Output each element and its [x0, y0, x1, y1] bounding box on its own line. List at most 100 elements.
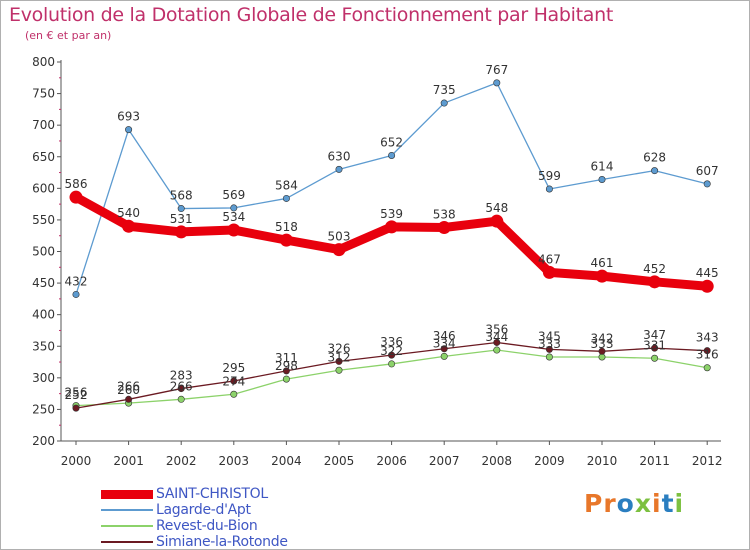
x-tick-label: 2008 [482, 454, 513, 468]
data-label-lagarde-d-apt: 630 [328, 149, 351, 163]
y-tick-label: 500 [32, 245, 55, 259]
data-point-saint-christol [490, 214, 504, 228]
data-point-saint-christol [437, 220, 451, 234]
data-point-lagarde-d-apt [388, 151, 396, 159]
data-label-simiane-la-rotonde: 347 [643, 328, 666, 342]
y-tick-label: 300 [32, 371, 55, 385]
data-label-lagarde-d-apt: 735 [433, 83, 456, 97]
logo-letter: i [652, 489, 662, 518]
data-label-saint-christol: 503 [328, 230, 351, 244]
chart-title: Evolution de la Dotation Globale de Fonc… [9, 4, 614, 26]
logo-letter: x [634, 489, 652, 518]
x-tick-label: 2005 [324, 454, 355, 468]
y-tick-label: 250 [32, 402, 55, 416]
x-tick-label: 2011 [639, 454, 670, 468]
x-tick-label: 2007 [429, 454, 460, 468]
legend-label-saint-christol: SAINT-CHRISTOL [156, 486, 268, 502]
data-point-saint-christol [700, 279, 714, 293]
data-point-simiane-la-rotonde [335, 357, 343, 365]
data-point-saint-christol [595, 269, 609, 283]
data-label-lagarde-d-apt: 693 [117, 110, 140, 124]
y-tick-label: 800 [32, 55, 55, 69]
data-label-saint-christol: 452 [643, 262, 666, 276]
y-tick-label: 600 [32, 181, 55, 195]
legend-label-simiane-la-rotonde: Simiane-la-Rotonde [156, 534, 288, 550]
data-label-revest-du-bion: 316 [696, 348, 719, 362]
data-point-simiane-la-rotonde [493, 338, 501, 346]
data-point-lagarde-d-apt [493, 79, 501, 87]
logo-letter: P [584, 489, 604, 518]
data-label-simiane-la-rotonde: 311 [275, 351, 298, 365]
data-label-saint-christol: 467 [538, 252, 561, 266]
data-label-simiane-la-rotonde: 326 [328, 341, 351, 355]
data-label-simiane-la-rotonde: 283 [170, 369, 193, 383]
x-tick-label: 2001 [113, 454, 144, 468]
data-point-simiane-la-rotonde [388, 351, 396, 359]
data-point-lagarde-d-apt [440, 99, 448, 107]
data-label-simiane-la-rotonde: 356 [485, 322, 508, 336]
logo-letter: t [661, 489, 675, 518]
x-tick-label: 2010 [587, 454, 618, 468]
data-point-revest-du-bion [545, 353, 553, 361]
data-point-lagarde-d-apt [177, 205, 185, 213]
x-tick-label: 2012 [692, 454, 723, 468]
data-point-lagarde-d-apt [72, 290, 80, 298]
data-label-simiane-la-rotonde: 343 [696, 331, 719, 345]
data-label-revest-du-bion: 331 [643, 338, 666, 352]
data-point-saint-christol [279, 233, 293, 247]
data-point-saint-christol [122, 219, 136, 233]
data-label-revest-du-bion: 274 [222, 374, 245, 388]
data-point-saint-christol [542, 265, 556, 279]
x-tick-label: 2006 [376, 454, 407, 468]
data-point-simiane-la-rotonde [125, 395, 133, 403]
data-point-revest-du-bion [651, 354, 659, 362]
data-point-saint-christol [227, 223, 241, 237]
data-point-revest-du-bion [703, 364, 711, 372]
data-point-revest-du-bion [177, 395, 185, 403]
y-tick-label: 400 [32, 308, 55, 322]
data-point-lagarde-d-apt [703, 180, 711, 188]
data-point-simiane-la-rotonde [598, 347, 606, 355]
data-label-saint-christol: 538 [433, 207, 456, 221]
data-point-saint-christol [174, 225, 188, 239]
data-point-simiane-la-rotonde [72, 404, 80, 412]
data-label-saint-christol: 518 [275, 220, 298, 234]
data-label-saint-christol: 539 [380, 207, 403, 221]
data-point-lagarde-d-apt [598, 175, 606, 183]
data-label-lagarde-d-apt: 568 [170, 189, 193, 203]
data-label-saint-christol: 540 [117, 206, 140, 220]
data-label-simiane-la-rotonde: 266 [117, 379, 140, 393]
data-point-lagarde-d-apt [125, 126, 133, 134]
data-point-revest-du-bion [388, 360, 396, 368]
data-label-saint-christol: 534 [222, 210, 245, 224]
data-label-lagarde-d-apt: 607 [696, 164, 719, 178]
data-point-saint-christol [385, 220, 399, 234]
legend-swatch-simiane-la-rotonde [101, 541, 153, 543]
data-label-revest-du-bion: 344 [485, 330, 508, 344]
data-label-saint-christol: 531 [170, 212, 193, 226]
data-point-revest-du-bion [493, 346, 501, 354]
y-tick-label: 350 [32, 339, 55, 353]
data-label-lagarde-d-apt: 584 [275, 178, 298, 192]
data-label-lagarde-d-apt: 652 [380, 135, 403, 149]
data-label-lagarde-d-apt: 569 [222, 188, 245, 202]
data-point-simiane-la-rotonde [177, 385, 185, 393]
x-tick-label: 2004 [271, 454, 302, 468]
data-label-simiane-la-rotonde: 336 [380, 335, 403, 349]
data-label-lagarde-d-apt: 628 [643, 151, 666, 165]
y-tick-label: 650 [32, 150, 55, 164]
data-label-revest-du-bion: 312 [328, 350, 351, 364]
data-label-saint-christol: 445 [696, 266, 719, 280]
data-label-simiane-la-rotonde: 345 [538, 329, 561, 343]
legend-label-lagarde-d-apt: Lagarde-d'Apt [156, 502, 251, 518]
data-point-simiane-la-rotonde [440, 345, 448, 353]
x-tick-label: 2000 [61, 454, 92, 468]
data-point-saint-christol [332, 243, 346, 257]
y-tick-label: 200 [32, 434, 55, 448]
data-point-revest-du-bion [282, 375, 290, 383]
data-label-revest-du-bion: 333 [538, 337, 561, 351]
y-tick-label: 450 [32, 276, 55, 290]
series-lines [71, 82, 712, 409]
data-label-simiane-la-rotonde: 346 [433, 329, 456, 343]
